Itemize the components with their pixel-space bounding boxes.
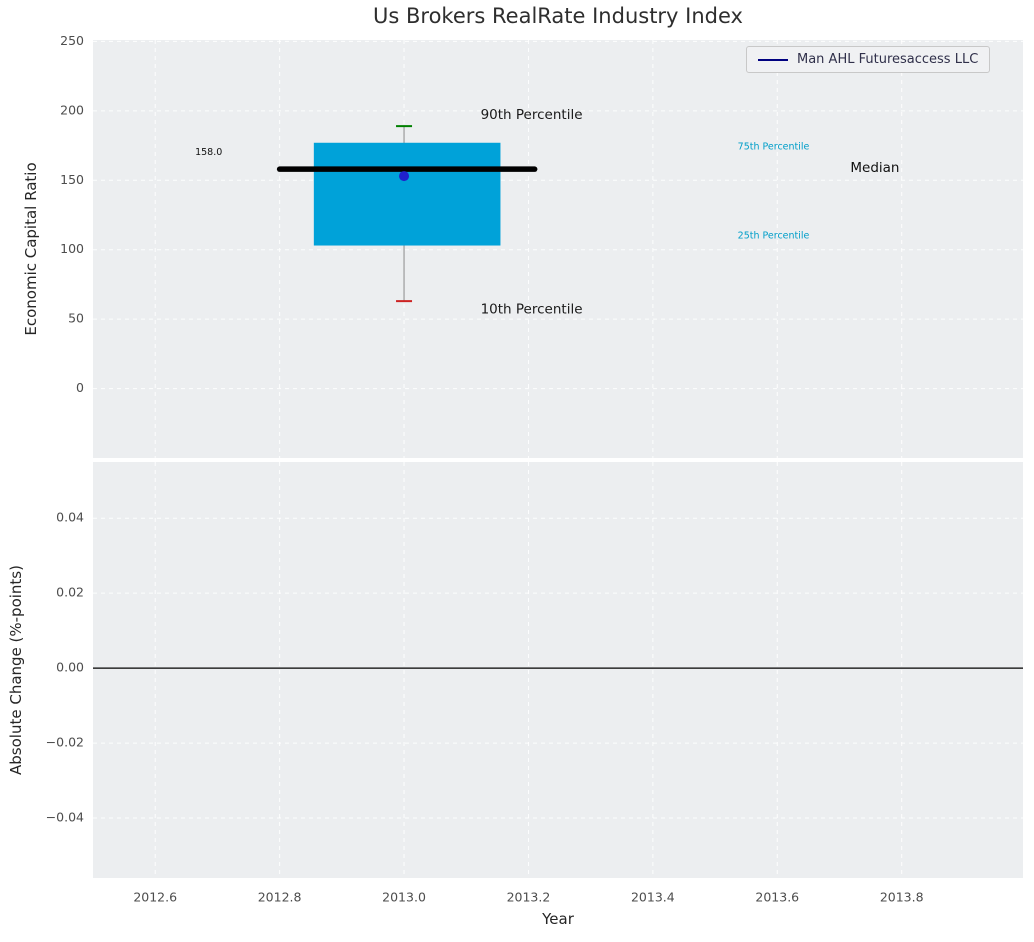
- legend: Man AHL Futuresaccess LLC: [746, 46, 991, 73]
- ytick-label-top: 150: [60, 172, 84, 187]
- company-marker: [399, 171, 410, 182]
- ytick-label-bottom: −0.04: [46, 810, 84, 825]
- annotation-90th-percentile: 90th Percentile: [481, 107, 583, 123]
- ytick-label-top: 0: [76, 380, 84, 395]
- annotation-median-value: 158.0: [195, 147, 222, 158]
- xtick-label: 2013.2: [507, 890, 551, 905]
- ytick-label-bottom: 0.04: [56, 510, 84, 525]
- xtick-label: 2013.4: [631, 890, 675, 905]
- annotation-25th-percentile: 25th Percentile: [738, 230, 810, 241]
- bottom-plot-background: [93, 462, 1023, 878]
- xtick-label: 2012.8: [258, 890, 302, 905]
- annotation-10th-percentile: 10th Percentile: [481, 301, 583, 317]
- legend-line-sample-icon: [758, 58, 788, 61]
- legend-label: Man AHL Futuresaccess LLC: [797, 52, 979, 67]
- x-axis-label: Year: [542, 910, 574, 928]
- xtick-label: 2013.6: [755, 890, 799, 905]
- y-axis-label-top: Economic Capital Ratio: [22, 162, 40, 336]
- annotation-75th-percentile: 75th Percentile: [738, 141, 810, 152]
- xtick-label: 2012.6: [133, 890, 177, 905]
- boxplot-box: [313, 142, 501, 246]
- ytick-label-bottom: 0.02: [56, 585, 84, 600]
- ytick-label-top: 200: [60, 102, 84, 117]
- ytick-label-top: 50: [68, 311, 84, 326]
- y-axis-label-bottom: Absolute Change (%-points): [7, 565, 25, 775]
- top-plot-background: [93, 40, 1023, 458]
- chart-title: Us Brokers RealRate Industry Index: [373, 4, 743, 28]
- ytick-label-top: 250: [60, 33, 84, 48]
- xtick-label: 2013.8: [880, 890, 924, 905]
- annotation-median: Median: [850, 160, 899, 176]
- ytick-label-bottom: −0.02: [46, 735, 84, 750]
- ytick-label-top: 100: [60, 241, 84, 256]
- ytick-label-bottom: 0.00: [56, 660, 84, 675]
- xtick-label: 2013.0: [382, 890, 426, 905]
